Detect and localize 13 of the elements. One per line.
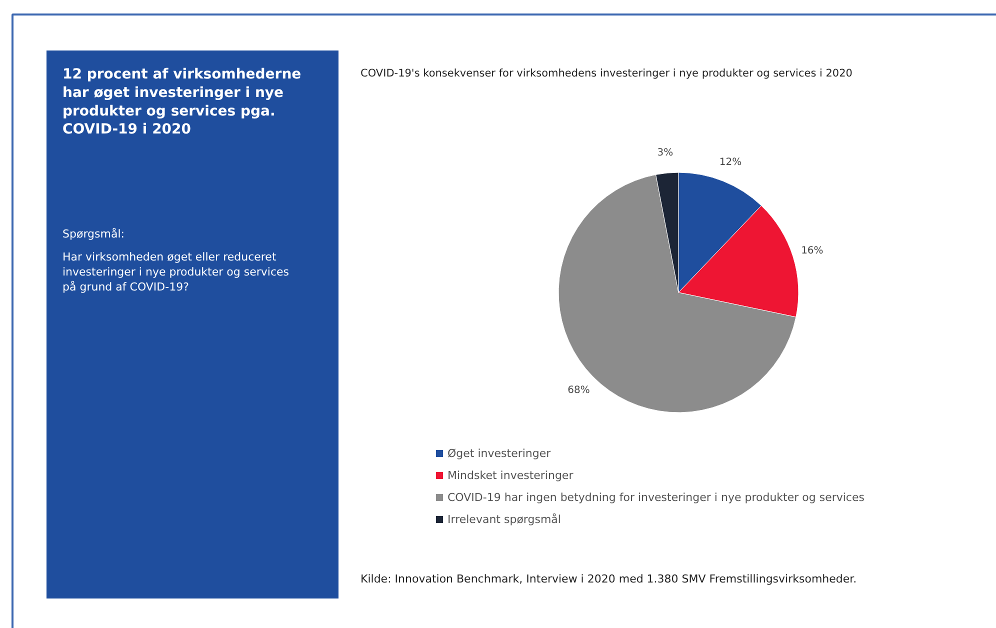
legend-label: Irrelevant spørgsmål [448,513,561,526]
legend-label: Mindsket investeringer [448,469,574,482]
text: Spørgsmål: [62,228,124,240]
data-label: 68% [568,385,590,396]
chart-title: COVID-19's konsekvenser for virksomhedens investeringer i nye produkter og services i 2020 [360,68,852,80]
data-label: 16% [801,245,824,256]
text: Kilde: Innovation Benchmark, Interview i 2020 med 1.380 SMV Fremstillingsvirksomheder. [360,572,857,586]
data-label: 12% [719,157,742,168]
data-label: 3% [657,148,674,159]
text: Har virksomheden øget eller reduceret investeringer i nye produkter og services på grund af COVID-19? [62,250,290,294]
text: 12 procent af virksomhederne har øget investeringer i nye produkter og services pga. COVID-19 i 2020 [62,66,302,138]
legend-label: Øget investeringer [448,447,552,460]
legend-label: COVID-19 har ingen betydning for investeringer i nye produkter og services [448,491,865,504]
